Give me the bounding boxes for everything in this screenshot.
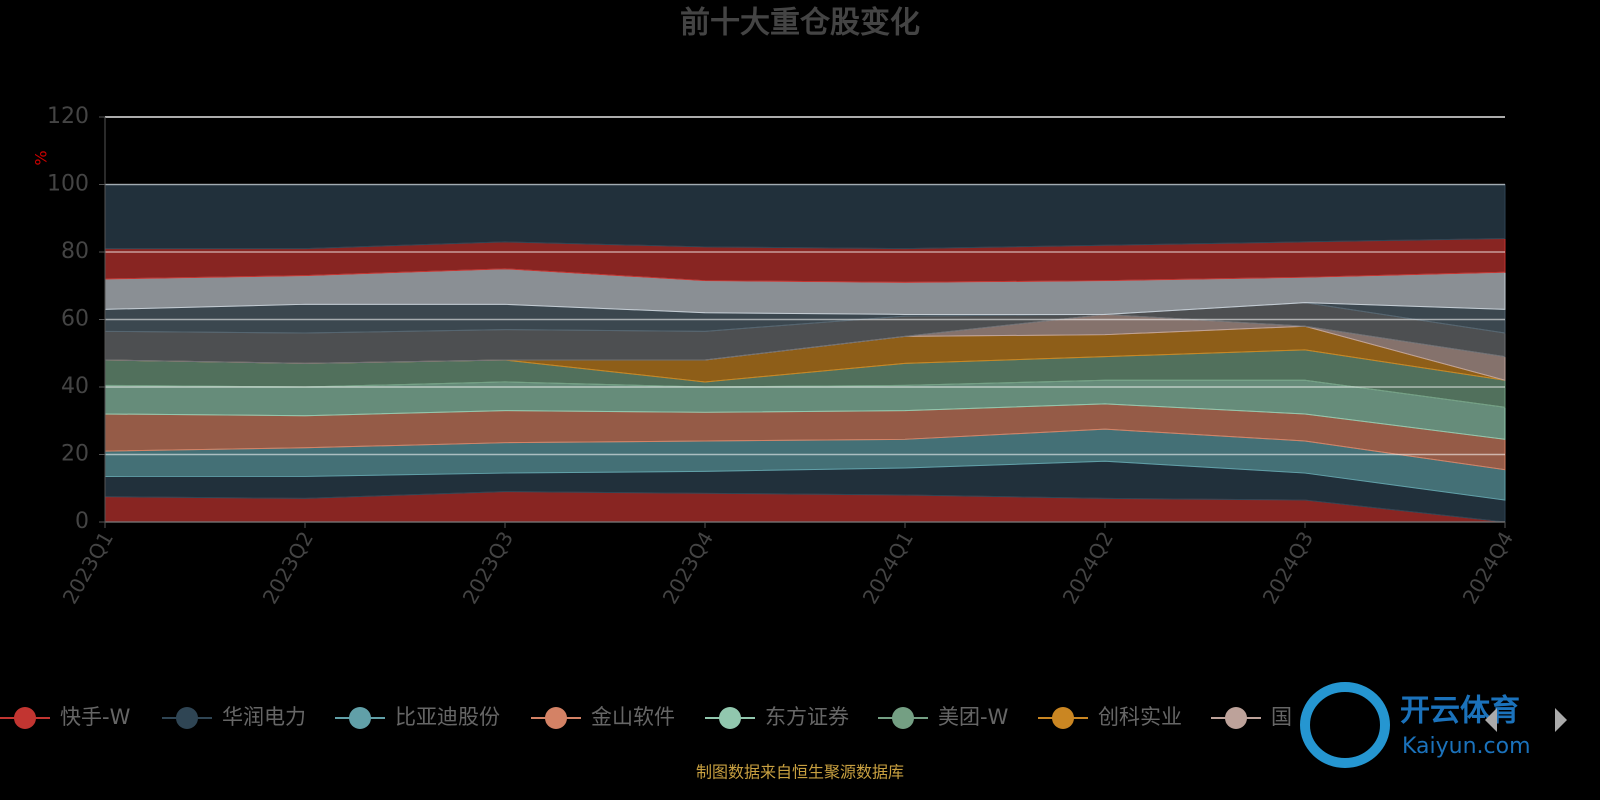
x-tick-label: 2023Q4 [658,527,718,608]
x-tick-label: 2024Q1 [858,527,918,608]
legend-item[interactable]: 比亚迪股份 [335,705,500,729]
legend-label: 东方证券 [765,705,849,729]
x-tick-label: 2024Q2 [1058,527,1118,608]
watermark-text: Kaiyun.com [1402,734,1531,759]
legend-item[interactable]: 快手-W [0,705,131,729]
x-tick-label: 2023Q2 [258,527,318,608]
legend-label: 比亚迪股份 [395,705,500,729]
y-tick-label: 20 [61,442,89,467]
legend-item[interactable]: 创科实业 [1038,705,1182,729]
y-tick-label: 0 [75,509,89,534]
legend-prev[interactable] [1485,708,1497,732]
legend-item[interactable]: 金山软件 [531,705,675,729]
legend-marker [349,707,371,729]
legend-label: 华润电力 [222,705,306,729]
area [104,184,1506,250]
legend-item[interactable]: 美团-W [878,705,1009,729]
legend-marker [719,707,741,729]
y-axis-label: % [32,150,51,165]
watermark: 开云体育 Kaiyun.com [1300,682,1531,768]
y-tick-label: 120 [47,104,89,129]
legend-label: 快手-W [60,705,131,729]
legend-label: 国 [1271,705,1292,729]
legend-marker [1052,707,1074,729]
chart-title: 前十大重仓股变化 [680,6,920,41]
watermark-logo [1300,682,1390,768]
x-tick-label: 2024Q4 [1458,527,1518,608]
y-tick-label: 100 [47,172,89,197]
legend-label: 创科实业 [1098,705,1182,729]
legend-item[interactable]: 东方证券 [705,705,849,729]
watermark-text: 开云体育 [1400,694,1520,729]
legend-label: 美团-W [938,705,1009,729]
legend-next[interactable] [1555,708,1567,732]
source-note: 制图数据来自恒生聚源数据库 [696,763,904,782]
legend-label: 金山软件 [591,705,675,729]
legend-item[interactable]: 华润电力 [162,705,306,729]
legend-marker [1225,707,1247,729]
y-tick-label: 60 [61,307,89,332]
legend-marker [14,707,36,729]
y-tick-label: 80 [61,239,89,264]
legend-marker [545,707,567,729]
plot: 0 20 40 60 80 100 120 2023Q1 2023Q2 2023Q3 2023Q4 2… [47,104,1518,608]
x-tick-label: 2023Q3 [458,527,518,608]
legend-marker [892,707,914,729]
x-tick-label: 2024Q3 [1258,527,1318,608]
y-tick-label: 40 [61,374,89,399]
legend-marker [176,707,198,729]
x-tick-label: 2023Q1 [58,527,118,608]
legend-item[interactable]: 国 [1211,705,1292,729]
